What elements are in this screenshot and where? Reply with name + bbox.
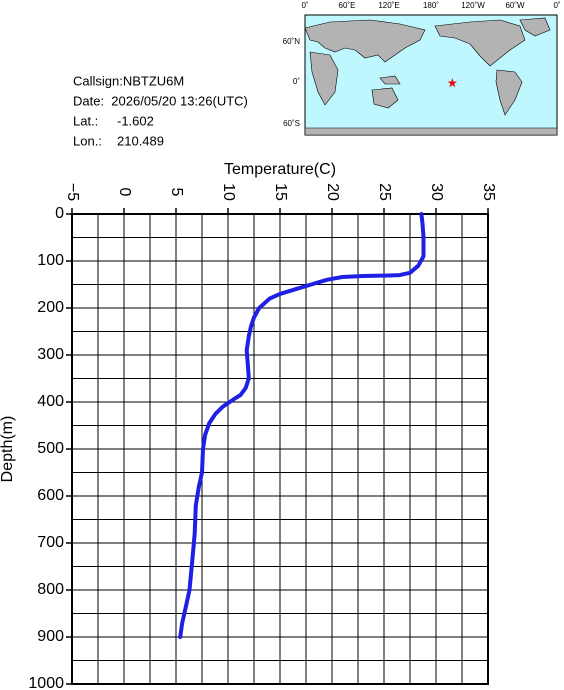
map: 0˚ 60˚E 120˚E 180˚ 120˚W 60˚W 0˚ 60˚N 0˚ 60˚S xyxy=(283,1,561,136)
x-tick-label: 10 xyxy=(220,183,237,201)
x-tick-label: −5 xyxy=(64,183,81,201)
x-axis-label: Temperature(C) xyxy=(224,161,336,178)
map-lat-label: 0˚ xyxy=(293,77,300,86)
y-tick-label: 900 xyxy=(37,628,64,645)
map-lon-label: 120˚E xyxy=(378,1,399,10)
lon-value: 210.489 xyxy=(117,133,164,148)
map-lat-label: 60˚S xyxy=(283,119,300,128)
x-tick-label: 30 xyxy=(428,183,445,201)
y-tick-label: 0 xyxy=(55,205,64,222)
profile-line xyxy=(178,212,426,639)
y-tick-label: 200 xyxy=(37,299,64,316)
y-tick-label: 400 xyxy=(37,393,64,410)
x-tick-label: 20 xyxy=(324,183,341,201)
x-tick-label: 15 xyxy=(272,183,289,201)
callsign: Callsign:NBTZU6M xyxy=(73,73,184,88)
y-tick-label: 1000 xyxy=(28,675,64,690)
lat-value: -1.602 xyxy=(117,113,154,128)
date: Date: 2026/05/20 13:26(UTC) xyxy=(73,93,248,108)
y-tick-label: 600 xyxy=(37,487,64,504)
y-tick-label: 300 xyxy=(37,346,64,363)
map-lon-label: 0˚ xyxy=(301,1,308,10)
y-axis-label: Depth(m) xyxy=(0,416,16,483)
lat-label: Lat.: xyxy=(73,113,98,128)
y-tick-label: 800 xyxy=(37,581,64,598)
x-tick-label: 35 xyxy=(480,183,497,201)
map-lon-label: 120˚W xyxy=(461,1,485,10)
map-lon-label: 60˚W xyxy=(505,1,525,10)
x-tick-label: 0 xyxy=(116,188,133,197)
map-lon-label: 60˚E xyxy=(339,1,356,10)
map-lat-label: 60˚N xyxy=(283,37,301,46)
lon-label: Lon.: xyxy=(73,133,102,148)
y-tick-label: 700 xyxy=(37,534,64,551)
y-tick-label: 100 xyxy=(37,252,64,269)
x-tick-label: 5 xyxy=(168,188,185,197)
map-lon-label: 0˚ xyxy=(553,1,560,10)
x-tick-label: 25 xyxy=(376,183,393,201)
land xyxy=(304,17,558,136)
y-tick-label: 500 xyxy=(37,440,64,457)
station-marker xyxy=(447,78,458,88)
map-lon-label: 180˚ xyxy=(423,1,439,10)
